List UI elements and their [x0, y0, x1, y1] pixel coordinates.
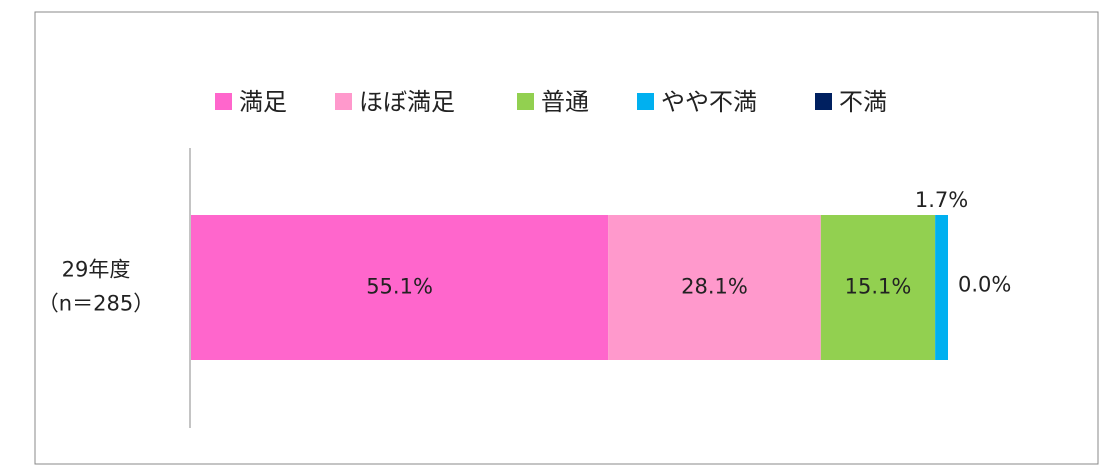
- category-label: （n＝285）: [38, 292, 154, 316]
- legend-swatch: [517, 93, 534, 110]
- value-label: 28.1%: [681, 275, 748, 299]
- legend-label: 不満: [839, 88, 887, 116]
- legend-label: やや不満: [661, 88, 757, 116]
- legend-label: 満足: [239, 88, 287, 116]
- legend-label: ほぼ満足: [359, 88, 455, 116]
- legend-label: 普通: [541, 88, 589, 116]
- bar-segment: [935, 215, 948, 360]
- bar-segment: [191, 215, 609, 360]
- legend-swatch: [815, 93, 832, 110]
- legend-swatch: [215, 93, 232, 110]
- value-label: 55.1%: [366, 275, 433, 299]
- value-label: 15.1%: [845, 275, 912, 299]
- bar-segment: [608, 215, 821, 360]
- value-label: 0.0%: [958, 273, 1011, 297]
- value-label: 1.7%: [915, 188, 968, 212]
- legend-swatch: [335, 93, 352, 110]
- legend-swatch: [637, 93, 654, 110]
- category-label: 29年度: [62, 258, 131, 282]
- bar-segment: [820, 215, 936, 360]
